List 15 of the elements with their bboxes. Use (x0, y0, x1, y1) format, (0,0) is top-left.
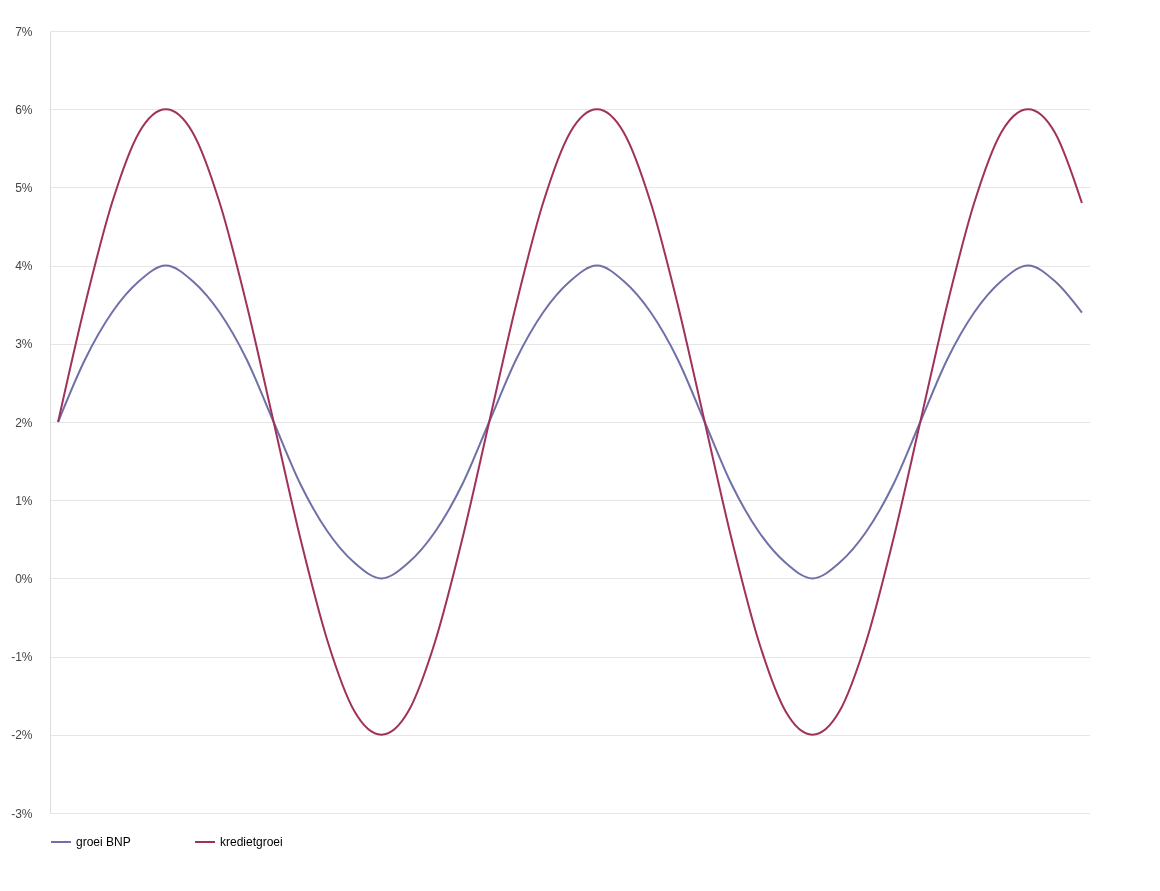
y-tick-label: 0% (15, 571, 33, 586)
y-tick-label: -3% (11, 806, 33, 821)
y-tick-label: 1% (15, 493, 33, 508)
y-tick-label: 6% (15, 102, 33, 117)
y-tick-label: 3% (15, 337, 33, 352)
y-tick-label: -2% (11, 728, 33, 743)
line-series (57, 264, 1083, 580)
legend-label: kredietgroei (220, 835, 283, 849)
y-tick-label: -1% (11, 650, 33, 665)
line-series (57, 108, 1083, 736)
y-tick-label: 7% (15, 24, 33, 39)
legend-label: groei BNP (76, 835, 131, 849)
y-tick-label: 4% (15, 259, 33, 274)
y-tick-label: 5% (15, 180, 33, 195)
y-tick-label: 2% (15, 415, 33, 430)
